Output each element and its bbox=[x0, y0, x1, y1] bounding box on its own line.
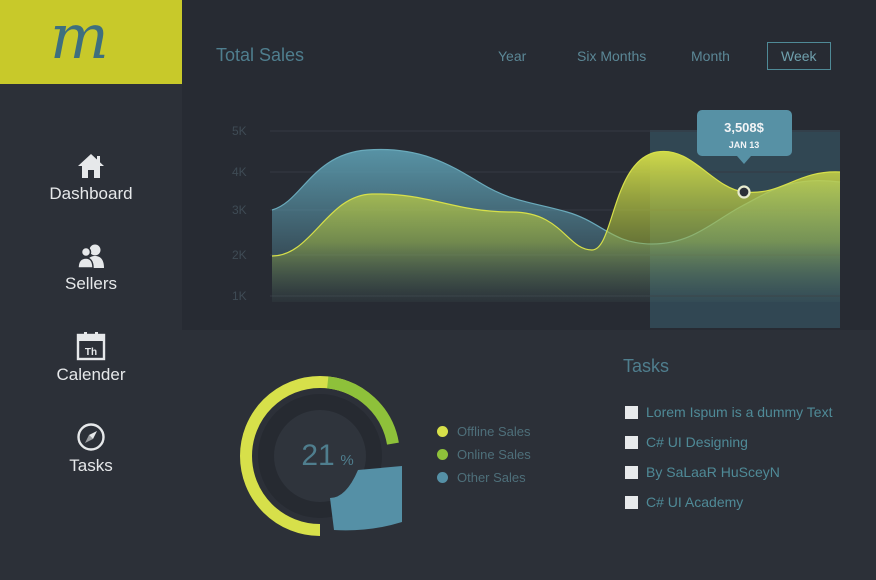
task-checkbox[interactable] bbox=[625, 406, 638, 419]
task-label: C# UI Designing bbox=[646, 434, 748, 450]
logo-letter: m bbox=[50, 0, 109, 73]
legend-label: Online Sales bbox=[457, 447, 531, 462]
tooltip-value: 3,508$ bbox=[724, 120, 765, 135]
sales-donut-chart: 21 % bbox=[240, 376, 402, 536]
task-checkbox[interactable] bbox=[625, 466, 638, 479]
legend-item-other: Other Sales bbox=[437, 470, 526, 485]
legend-item-online: Online Sales bbox=[437, 447, 531, 462]
page-title: Total Sales bbox=[216, 45, 305, 65]
donut-center bbox=[274, 410, 366, 502]
sidebar-item-calender[interactable]: Th Calender bbox=[0, 331, 182, 385]
users-icon bbox=[77, 244, 104, 269]
donut-segment-offline bbox=[240, 376, 400, 536]
sales-area-chart: 5K 4K 3K 2K 1K 3,508$ JAN 13 bbox=[232, 110, 841, 328]
period-year-tab[interactable]: Year bbox=[498, 48, 527, 64]
tooltip-date: JAN 13 bbox=[729, 140, 760, 150]
sidebar-item-dashboard[interactable]: Dashboard bbox=[0, 152, 182, 204]
donut-percent-value: 21 bbox=[301, 439, 334, 472]
legend-dot bbox=[437, 449, 448, 460]
y-tick-label: 4K bbox=[232, 165, 247, 179]
donut-segment-other bbox=[330, 466, 402, 531]
sidebar-item-label: Calender bbox=[56, 365, 126, 384]
period-month-tab[interactable]: Month bbox=[691, 48, 730, 64]
task-label: By SaLaaR HuSceyN bbox=[646, 464, 780, 480]
legend-dot bbox=[437, 426, 448, 437]
task-checkbox[interactable] bbox=[625, 496, 638, 509]
task-item[interactable]: C# UI Academy bbox=[625, 494, 743, 510]
sidebar-item-sellers[interactable]: Sellers bbox=[0, 242, 182, 294]
legend-label: Other Sales bbox=[457, 470, 526, 485]
task-item[interactable]: C# UI Designing bbox=[625, 434, 748, 450]
y-tick-label: 2K bbox=[232, 248, 247, 262]
period-six-months-tab[interactable]: Six Months bbox=[577, 48, 647, 64]
donut-segment-online bbox=[240, 376, 400, 536]
app-logo[interactable]: m bbox=[0, 0, 182, 84]
task-checkbox[interactable] bbox=[625, 436, 638, 449]
y-tick-label: 3K bbox=[232, 203, 247, 217]
legend-label: Offline Sales bbox=[457, 424, 531, 439]
legend-item-offline: Offline Sales bbox=[437, 424, 530, 439]
sidebar-item-tasks[interactable]: Tasks bbox=[0, 422, 182, 476]
y-tick-label: 1K bbox=[232, 289, 247, 303]
sidebar bbox=[0, 0, 182, 580]
period-week-tab[interactable]: Week bbox=[767, 42, 831, 70]
task-label: Lorem Ispum is a dummy Text bbox=[646, 404, 833, 420]
legend-dot bbox=[437, 472, 448, 483]
tasks-title: Tasks bbox=[623, 356, 670, 376]
task-label: C# UI Academy bbox=[646, 494, 744, 510]
sidebar-item-label: Tasks bbox=[69, 456, 113, 475]
calendar-icon-text: Th bbox=[85, 347, 97, 358]
donut-percent-sign: % bbox=[340, 452, 353, 469]
sidebar-item-label: Dashboard bbox=[49, 184, 133, 203]
compass-icon bbox=[77, 423, 105, 451]
home-icon bbox=[78, 154, 104, 178]
y-tick-label: 5K bbox=[232, 124, 247, 138]
selected-data-point[interactable] bbox=[737, 185, 751, 199]
sidebar-item-label: Sellers bbox=[65, 274, 117, 293]
chart-tooltip: 3,508$ JAN 13 bbox=[697, 110, 792, 164]
calendar-icon: Th bbox=[76, 332, 106, 361]
task-item[interactable]: By SaLaaR HuSceyN bbox=[625, 464, 780, 480]
task-item[interactable]: Lorem Ispum is a dummy Text bbox=[625, 404, 832, 420]
